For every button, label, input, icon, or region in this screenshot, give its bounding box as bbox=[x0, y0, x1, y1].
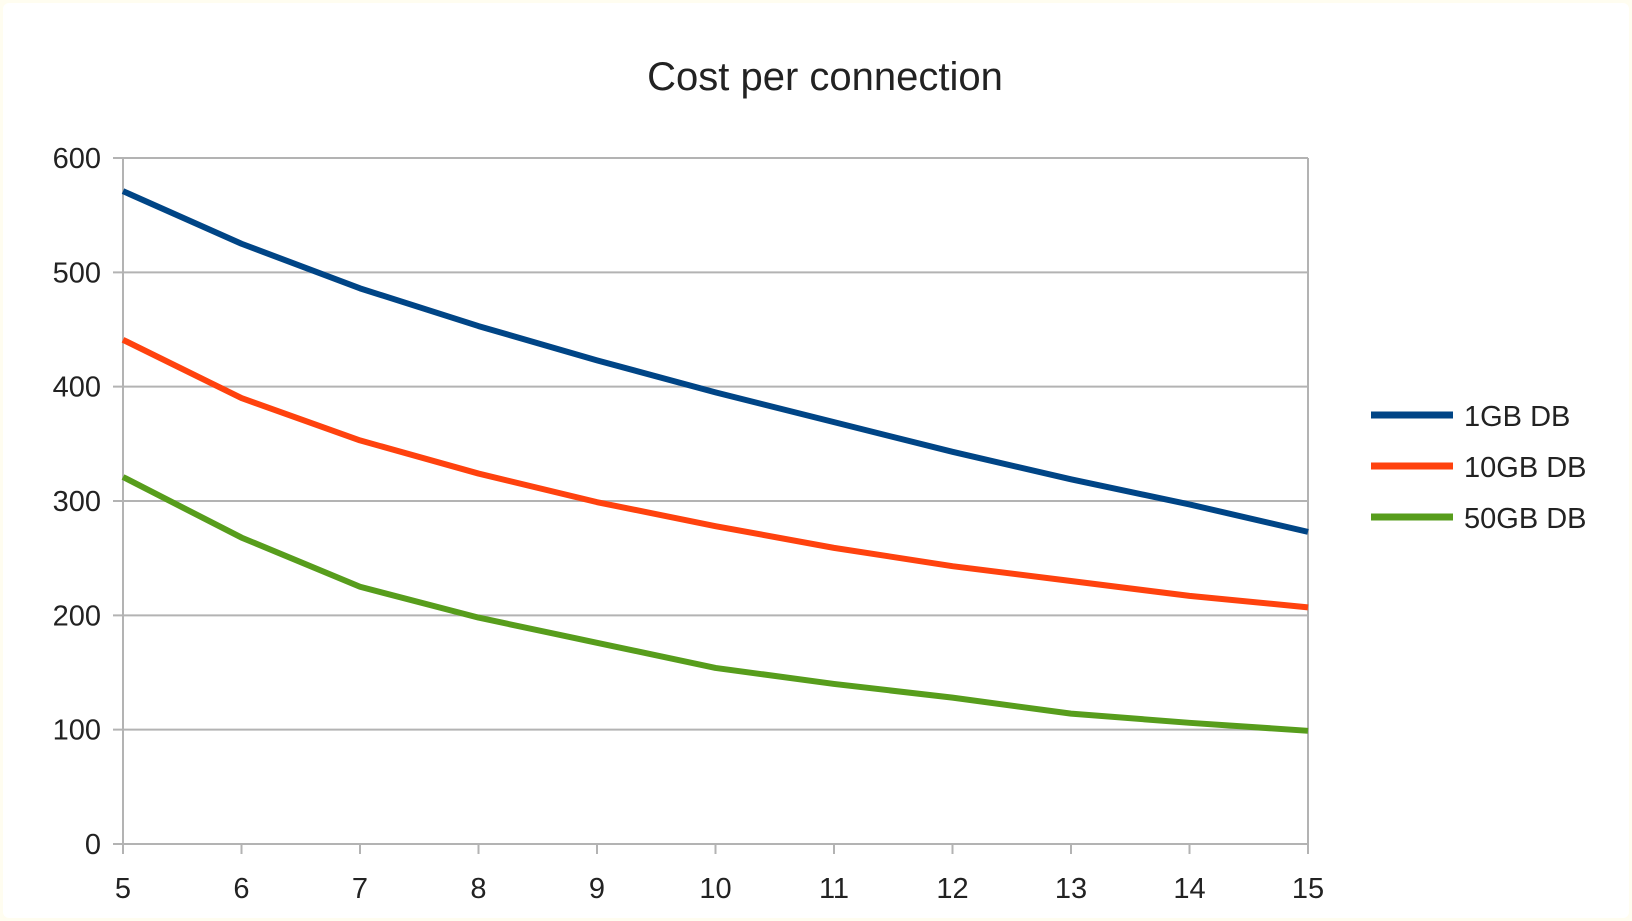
y-tick-label-600: 600 bbox=[53, 143, 101, 175]
y-axis-ticks: 0 100 200 300 400 500 600 bbox=[53, 143, 101, 861]
x-tick-label-8: 8 bbox=[470, 873, 486, 905]
x-tick-label-11: 11 bbox=[819, 873, 849, 905]
legend-label-10gb-db: 10GB DB bbox=[1464, 452, 1587, 484]
gridlines bbox=[113, 157, 1308, 845]
series-lines bbox=[121, 188, 1309, 734]
legend-label-50gb-db: 50GB DB bbox=[1464, 503, 1587, 535]
x-tick-label-15: 15 bbox=[1292, 873, 1324, 905]
x-tick-label-12: 12 bbox=[936, 873, 968, 905]
chart-background bbox=[3, 3, 1629, 918]
axes bbox=[122, 158, 1309, 854]
series-line-50gb-db bbox=[121, 474, 1309, 734]
y-tick-label-400: 400 bbox=[53, 372, 101, 404]
chart-title: Cost per connection bbox=[647, 55, 1003, 99]
series-line-10gb-db bbox=[121, 337, 1309, 611]
x-axis-ticks: 5 6 7 8 9 10 11 12 13 14 15 bbox=[115, 844, 1324, 905]
x-tick-label-9: 9 bbox=[589, 873, 605, 905]
x-tick-label-7: 7 bbox=[352, 873, 368, 905]
y-tick-label-200: 200 bbox=[53, 600, 101, 632]
series-line-1gb-db bbox=[121, 188, 1309, 535]
x-tick-label-14: 14 bbox=[1173, 873, 1205, 905]
x-tick-label-13: 13 bbox=[1055, 873, 1087, 905]
y-tick-label-100: 100 bbox=[53, 715, 101, 747]
legend: 1GB DB 10GB DB 50GB DB bbox=[1371, 401, 1587, 535]
x-tick-label-6: 6 bbox=[233, 873, 249, 905]
x-tick-label-5: 5 bbox=[115, 873, 131, 905]
y-tick-label-0: 0 bbox=[85, 829, 101, 861]
x-tick-label-10: 10 bbox=[699, 873, 731, 905]
legend-label-1gb-db: 1GB DB bbox=[1464, 401, 1570, 433]
y-tick-label-300: 300 bbox=[53, 486, 101, 518]
y-tick-label-500: 500 bbox=[53, 257, 101, 289]
